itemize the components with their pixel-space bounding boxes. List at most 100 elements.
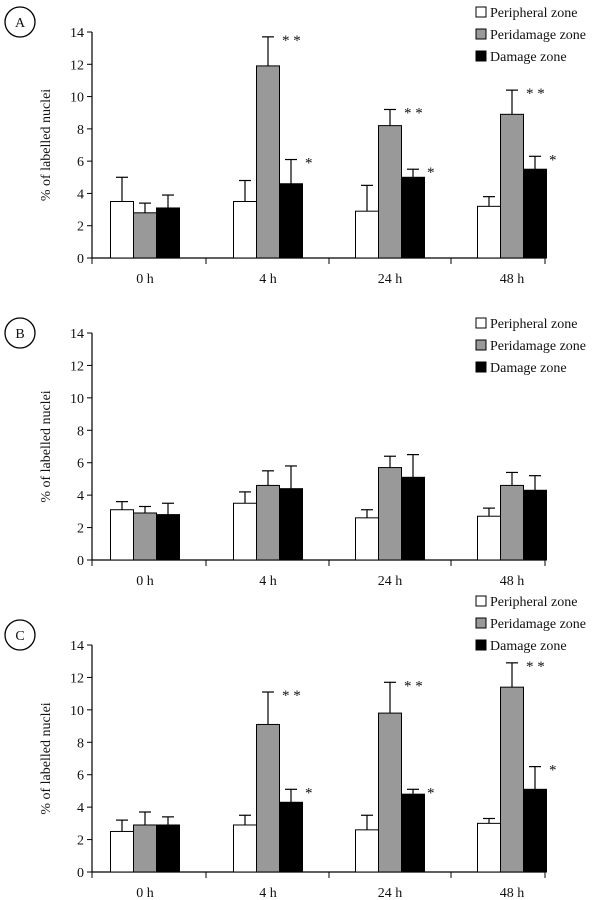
bar-peripheral-zone <box>355 829 379 873</box>
legend-swatch <box>475 595 487 607</box>
panel-label-circle <box>4 619 36 651</box>
legend-swatch <box>475 617 487 629</box>
legend-swatch <box>475 361 487 373</box>
x-category-label: 48 h <box>500 272 525 287</box>
bar-peridamage-zone <box>133 824 157 873</box>
bar-peripheral-zone <box>110 509 134 561</box>
x-category-label: 0 h <box>136 272 154 287</box>
bar-peripheral-zone <box>355 517 379 561</box>
chart-panel-b: B 0 2 4 6 8 10 12 14 % of labelled nuclei 0 h 4 h 24… <box>4 317 586 589</box>
y-tick-label: 8 <box>77 424 84 439</box>
bar-damage-zone <box>401 176 425 259</box>
legend-label: Peripheral zone <box>490 317 577 332</box>
bar-peridamage-zone <box>256 723 280 873</box>
y-tick-label: 2 <box>77 522 84 537</box>
bar-damage-zone <box>523 168 547 259</box>
legend-label: Damage zone <box>490 361 567 376</box>
significance-mark: * <box>549 763 557 779</box>
x-category-label: 24 h <box>378 886 403 900</box>
bar-damage-zone <box>401 476 425 561</box>
panel-label-circle <box>4 317 36 349</box>
bar-damage-zone <box>279 801 303 873</box>
legend-swatch <box>475 6 487 18</box>
bar-peripheral-zone <box>233 502 257 561</box>
bar-damage-zone <box>523 489 547 561</box>
chart-panel-c: C 0 2 4 6 8 10 12 14 % of labelled nuclei 0 h 4 h 24… <box>4 595 586 900</box>
y-tick-label: 12 <box>70 671 84 686</box>
y-tick-label: 10 <box>70 91 84 106</box>
x-category-label: 0 h <box>136 886 154 900</box>
legend-label: Peripheral zone <box>490 595 577 610</box>
y-axis-label: % of labelled nuclei <box>39 702 54 814</box>
x-category-label: 48 h <box>500 886 525 900</box>
bar-peridamage-zone <box>378 125 402 259</box>
bar-peridamage-zone <box>133 512 157 561</box>
x-category-label: 4 h <box>259 886 277 900</box>
legend-label: Peridamage zone <box>490 28 586 43</box>
y-tick-label: 10 <box>70 704 84 719</box>
bar-peripheral-zone <box>477 515 501 561</box>
x-category-label: 24 h <box>378 574 403 589</box>
x-category-label: 4 h <box>259 272 277 287</box>
y-tick-label: 4 <box>77 187 84 202</box>
bar-damage-zone <box>523 788 547 873</box>
y-tick-label: 12 <box>70 58 84 73</box>
panel-label-circle <box>4 6 36 38</box>
legend-label: Peridamage zone <box>490 339 586 354</box>
panel-label: A <box>15 16 26 31</box>
bar-peripheral-zone <box>355 210 379 259</box>
legend-label: Damage zone <box>490 639 567 654</box>
x-category-label: 4 h <box>259 574 277 589</box>
legend-label: Damage zone <box>490 50 567 65</box>
legend-swatch <box>475 50 487 62</box>
legend-label: Peripheral zone <box>490 6 577 21</box>
y-tick-label: 12 <box>70 359 84 374</box>
panel-label: B <box>15 327 24 342</box>
significance-mark: * * <box>526 659 545 675</box>
significance-mark: * * <box>526 86 545 102</box>
bar-damage-zone <box>156 824 180 873</box>
bar-damage-zone <box>156 514 180 561</box>
x-category-label: 0 h <box>136 574 154 589</box>
bar-peridamage-zone <box>378 712 402 873</box>
significance-mark: * * <box>404 105 423 121</box>
significance-mark: * <box>305 156 313 172</box>
bar-peridamage-zone <box>256 484 280 561</box>
y-tick-label: 2 <box>77 220 84 235</box>
bar-peripheral-zone <box>233 201 257 259</box>
bar-damage-zone <box>279 183 303 259</box>
bar-peripheral-zone <box>477 822 501 873</box>
bar-peridamage-zone <box>500 686 524 873</box>
y-tick-label: 6 <box>77 155 84 170</box>
bar-peripheral-zone <box>233 824 257 873</box>
legend-swatch <box>475 639 487 651</box>
panel-label: C <box>15 629 24 644</box>
y-tick-label: 4 <box>77 801 84 816</box>
y-tick-label: 0 <box>77 252 84 267</box>
bar-peripheral-zone <box>110 201 134 259</box>
y-tick-label: 14 <box>70 26 84 41</box>
y-tick-label: 8 <box>77 123 84 138</box>
bar-peridamage-zone <box>500 113 524 259</box>
y-axis-label: % of labelled nuclei <box>39 390 54 502</box>
legend-label: Peridamage zone <box>490 617 586 632</box>
bar-peripheral-zone <box>477 205 501 259</box>
y-tick-label: 0 <box>77 866 84 881</box>
chart-panel-a: A 0 2 4 6 8 10 12 14 % of labelled nuclei 0 h 4 h 24… <box>4 6 586 287</box>
significance-mark: * * <box>404 678 423 694</box>
y-axis-label: % of labelled nuclei <box>39 89 54 201</box>
legend-swatch <box>475 28 487 40</box>
x-category-label: 24 h <box>378 272 403 287</box>
bar-peridamage-zone <box>133 212 157 259</box>
y-tick-label: 4 <box>77 489 84 504</box>
significance-mark: * * <box>282 33 301 49</box>
significance-mark: * <box>305 785 313 801</box>
x-category-label: 48 h <box>500 574 525 589</box>
y-tick-label: 0 <box>77 554 84 569</box>
y-tick-label: 14 <box>70 639 84 654</box>
significance-mark: * <box>427 785 435 801</box>
bar-damage-zone <box>401 793 425 873</box>
y-tick-label: 6 <box>77 457 84 472</box>
legend-swatch <box>475 339 487 351</box>
